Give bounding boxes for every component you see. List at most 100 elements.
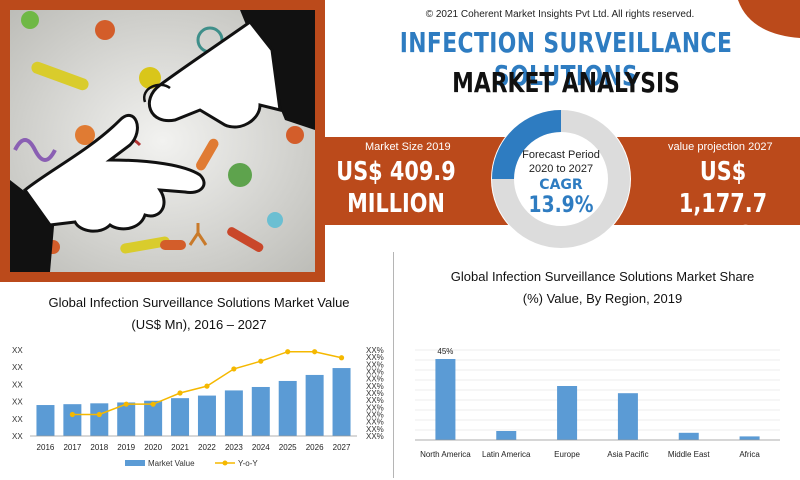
region-share-chart: 45% North America Latin America Europe Asia… — [415, 347, 780, 459]
y-tick-right: XX% — [366, 346, 384, 355]
y-tick-right: XX% — [366, 403, 384, 412]
cagr-value: 13.9% — [528, 193, 594, 218]
bar-market-value — [144, 400, 163, 436]
x-tick: 2016 — [37, 443, 55, 452]
forecast-period: Forecast Period 2020 to 2027 — [500, 148, 622, 176]
x-tick: 2018 — [90, 443, 108, 452]
x-tick: 2027 — [333, 443, 351, 452]
projection-value: US$ 1,177.7 MILLION — [655, 156, 791, 252]
x-tick: 2021 — [171, 443, 189, 452]
bar-market-value — [224, 390, 243, 436]
section-divider — [393, 252, 394, 478]
hand-holding-bacteria-illustration — [10, 10, 315, 272]
bar-market-value — [305, 374, 324, 436]
y-tick-left: XX — [12, 380, 23, 389]
yoy-point — [285, 349, 291, 355]
y-tick-right: XX% — [366, 382, 384, 391]
yoy-point — [177, 390, 183, 396]
x-axis: 2016 2017 2018 2019 2020 2021 2022 2023 2024 2025… — [30, 435, 357, 452]
upper-hand — [142, 10, 315, 130]
yoy-point — [312, 349, 318, 355]
region-share-chart-title-line2: (%) Value, By Region, 2019 — [522, 291, 683, 306]
x-tick: 2019 — [117, 443, 135, 452]
y-axis-right: XX%XX%XX%XX%XX%XX%XX%XX%XX%XX%XX%XX%XX% — [366, 346, 384, 441]
yoy-point — [69, 411, 75, 418]
yoy-point — [123, 401, 129, 407]
bar-region-share — [617, 393, 638, 440]
market-value-chart-title: Global Infection Surveillance Solutions … — [14, 292, 384, 336]
market-value-bars — [36, 368, 351, 436]
yoy-point — [96, 411, 102, 418]
bar-region-share — [739, 436, 760, 440]
y-axis-left: XX XX XX XX XX XX — [12, 346, 23, 441]
y-tick-left: XX — [12, 398, 23, 407]
y-tick-right: XX% — [366, 418, 384, 427]
y-tick-left: XX — [12, 415, 23, 424]
bar-market-value — [171, 398, 190, 436]
x-tick: 2017 — [63, 443, 81, 452]
hero-illustration — [0, 0, 325, 282]
lower-hand — [10, 113, 206, 272]
copyright-text: © 2021 Coherent Market Insights Pvt Ltd.… — [425, 9, 695, 20]
bar-market-value — [278, 380, 297, 436]
legend-label-market-value: Market Value — [148, 459, 195, 468]
y-tick-right: XX% — [366, 360, 384, 369]
bar-region-share — [435, 359, 456, 440]
corner-decoration — [738, 0, 800, 38]
legend-marker-yoy — [222, 460, 228, 466]
bar-market-value — [332, 368, 351, 436]
forecast-line2: 2020 to 2027 — [528, 163, 594, 175]
cagr-donut — [491, 109, 631, 249]
y-tick-right: XX% — [366, 425, 384, 434]
y-tick-right: XX% — [366, 389, 384, 398]
x-tick: 2026 — [306, 443, 324, 452]
data-label: 45% — [437, 347, 453, 356]
y-tick-right: XX% — [366, 368, 384, 377]
y-tick-right: XX% — [366, 411, 384, 420]
yoy-point — [204, 383, 210, 389]
legend-label-yoy: Y-o-Y — [238, 459, 258, 468]
y-tick-right: XX% — [366, 432, 384, 441]
market-value-chart-title-line1: Global Infection Surveillance Solutions … — [48, 295, 350, 310]
market-size-value: US$ 409.9 MILLION — [332, 156, 460, 220]
data-labels: 45% — [437, 347, 453, 356]
page-title-line2: MARKET ANALYSIS — [452, 66, 680, 99]
yoy-point — [150, 401, 156, 407]
bar-market-value — [90, 403, 109, 436]
x-tick: 2023 — [225, 443, 243, 452]
x-tick: North America — [420, 450, 471, 459]
bar-region-share — [557, 386, 578, 440]
x-tick: Latin America — [482, 450, 531, 459]
yoy-point — [258, 358, 264, 364]
x-axis: North America Latin America Europe Asia Pac… — [415, 439, 780, 459]
market-size-value-line2: MILLION — [347, 189, 445, 219]
projection-label: value projection 2027 — [668, 141, 773, 153]
bar-region-share — [496, 431, 517, 440]
projection-value-line2: MILLION — [674, 221, 772, 251]
x-tick: 2022 — [198, 443, 216, 452]
market-size-value-line1: US$ 409.9 — [336, 157, 456, 187]
x-tick: 2025 — [279, 443, 297, 452]
region-share-chart-title-line1: Global Infection Surveillance Solutions … — [450, 269, 755, 284]
projection-value-line1: US$ 1,177.7 — [678, 157, 768, 219]
x-tick: Europe — [554, 450, 580, 459]
bar-market-value — [197, 395, 216, 436]
x-tick: 2024 — [252, 443, 270, 452]
chart-legend: Market Value Y-o-Y — [125, 459, 258, 468]
bar-market-value — [36, 405, 55, 436]
yoy-point — [338, 355, 345, 361]
gridlines — [415, 349, 780, 441]
bar-market-value — [63, 404, 82, 436]
region-share-bars — [435, 359, 760, 440]
y-tick-left: XX — [12, 346, 23, 355]
cagr-label: CAGR — [539, 177, 583, 193]
market-size-label: Market Size 2019 — [365, 141, 451, 153]
x-tick: Africa — [739, 450, 760, 459]
x-tick: Asia Pacific — [607, 450, 648, 459]
forecast-line1: Forecast Period — [522, 149, 600, 161]
y-tick-left: XX — [12, 363, 23, 372]
page-title-line1: INFECTION SURVEILLANCE SOLUTIONS — [399, 26, 733, 92]
yoy-point — [231, 366, 237, 372]
legend-swatch-market-value — [125, 460, 145, 466]
